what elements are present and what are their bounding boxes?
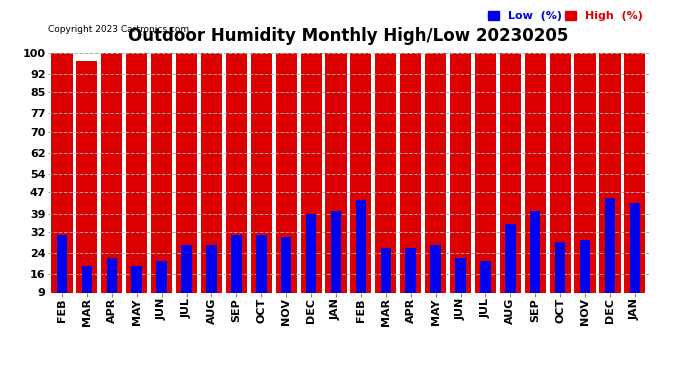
Bar: [331, 211, 342, 316]
Bar: [530, 211, 540, 316]
Bar: [151, 53, 172, 316]
Bar: [351, 53, 371, 316]
Bar: [400, 53, 422, 316]
Bar: [580, 240, 591, 316]
Bar: [630, 203, 640, 316]
Bar: [77, 61, 97, 316]
Text: Copyright 2023 Cartronics.com: Copyright 2023 Cartronics.com: [48, 25, 190, 34]
Bar: [126, 53, 147, 316]
Bar: [206, 245, 217, 316]
Bar: [57, 235, 67, 316]
Bar: [425, 53, 446, 316]
Bar: [157, 261, 167, 316]
Bar: [101, 53, 122, 316]
Bar: [52, 53, 72, 316]
Bar: [301, 53, 322, 316]
Bar: [275, 53, 297, 316]
Bar: [326, 53, 346, 316]
Bar: [226, 53, 247, 316]
Bar: [550, 53, 571, 316]
Bar: [355, 200, 366, 316]
Bar: [181, 245, 192, 316]
Bar: [81, 266, 92, 316]
Bar: [176, 53, 197, 316]
Bar: [250, 53, 272, 316]
Bar: [500, 53, 521, 316]
Bar: [381, 248, 391, 316]
Bar: [555, 243, 565, 316]
Bar: [624, 53, 645, 316]
Bar: [450, 53, 471, 316]
Bar: [475, 53, 496, 316]
Bar: [604, 198, 615, 316]
Bar: [575, 53, 595, 316]
Bar: [524, 53, 546, 316]
Bar: [406, 248, 416, 316]
Bar: [132, 266, 142, 316]
Bar: [375, 53, 396, 316]
Bar: [505, 224, 515, 316]
Bar: [431, 245, 441, 316]
Bar: [600, 53, 620, 316]
Bar: [201, 53, 222, 316]
Legend: Low  (%), High  (%): Low (%), High (%): [488, 11, 643, 21]
Bar: [306, 213, 316, 316]
Bar: [106, 258, 117, 316]
Bar: [281, 237, 291, 316]
Title: Outdoor Humidity Monthly High/Low 20230205: Outdoor Humidity Monthly High/Low 202302…: [128, 27, 569, 45]
Bar: [256, 235, 266, 316]
Bar: [455, 258, 466, 316]
Bar: [231, 235, 241, 316]
Bar: [480, 261, 491, 316]
